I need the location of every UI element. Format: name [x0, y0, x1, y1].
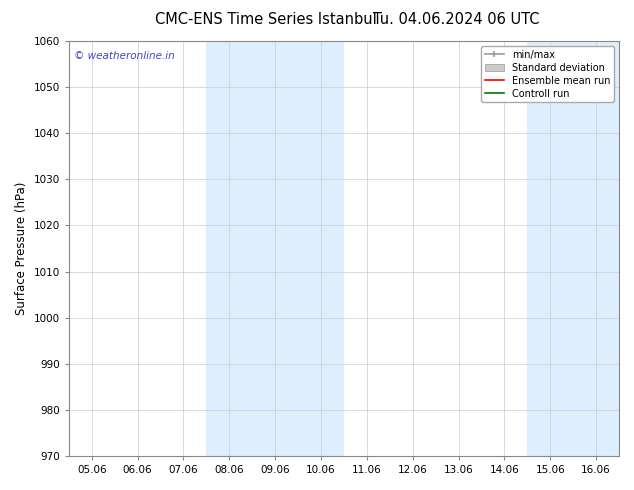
Bar — [207, 41, 344, 456]
Text: © weatheronline.in: © weatheronline.in — [74, 51, 175, 61]
Y-axis label: Surface Pressure (hPa): Surface Pressure (hPa) — [15, 182, 28, 315]
Bar — [527, 41, 619, 456]
Legend: min/max, Standard deviation, Ensemble mean run, Controll run: min/max, Standard deviation, Ensemble me… — [481, 46, 614, 102]
Text: Tu. 04.06.2024 06 UTC: Tu. 04.06.2024 06 UTC — [373, 12, 540, 27]
Text: CMC-ENS Time Series Istanbul: CMC-ENS Time Series Istanbul — [155, 12, 377, 27]
